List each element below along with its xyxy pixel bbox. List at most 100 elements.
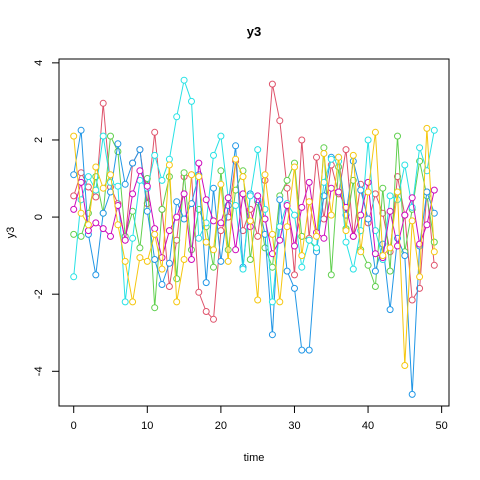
data-point (327, 271, 335, 279)
data-point (276, 298, 284, 306)
data-point (99, 132, 107, 140)
data-point (305, 178, 313, 186)
data-point (371, 250, 379, 258)
data-point (298, 136, 306, 144)
data-point (254, 192, 262, 200)
data-point (298, 263, 306, 271)
data-point (276, 236, 284, 244)
data-point (173, 213, 181, 221)
data-point (261, 171, 269, 179)
x-tick-label: 20 (215, 420, 227, 432)
data-point (202, 196, 210, 204)
data-point (77, 232, 85, 240)
data-point (180, 76, 188, 84)
data-point (188, 97, 195, 105)
data-point (342, 146, 350, 154)
data-point (430, 261, 438, 269)
data-point (107, 132, 114, 140)
data-point (151, 304, 159, 312)
data-point (202, 238, 210, 246)
data-point (114, 221, 122, 229)
data-point (430, 126, 438, 134)
data-point (165, 227, 173, 235)
data-point (394, 188, 401, 196)
data-point (217, 257, 225, 265)
data-point (305, 236, 313, 244)
data-point (401, 211, 409, 219)
x-axis: 0 10 20 30 40 50 (71, 405, 448, 432)
data-point (430, 186, 438, 194)
data-point (386, 267, 394, 275)
data-point (386, 192, 394, 200)
data-point (232, 155, 240, 163)
data-point (320, 150, 328, 157)
x-tick-label: 10 (141, 420, 153, 432)
data-point (107, 171, 114, 179)
data-point (107, 232, 114, 240)
data-point (408, 217, 416, 225)
data-point (401, 362, 409, 369)
x-tick-label: 50 (436, 420, 448, 432)
data-point (232, 202, 240, 209)
data-point (210, 263, 217, 271)
data-point (210, 151, 217, 159)
data-point (246, 217, 254, 225)
data-point (195, 288, 203, 296)
data-point (129, 234, 137, 242)
data-point (335, 188, 343, 196)
data-point (305, 198, 313, 206)
data-point (202, 279, 210, 287)
data-point (379, 184, 387, 192)
data-point (423, 221, 431, 229)
data-point (298, 203, 306, 211)
data-point (364, 215, 372, 223)
data-point (291, 211, 298, 219)
data-point (136, 244, 144, 252)
data-point (430, 209, 438, 217)
data-point (327, 211, 335, 219)
data-point (84, 173, 92, 181)
data-point (202, 308, 210, 315)
data-point (394, 132, 401, 140)
data-point (188, 171, 195, 179)
data-point (158, 281, 166, 288)
data-point (423, 124, 431, 132)
data-point (99, 99, 107, 107)
data-point (268, 298, 276, 306)
data-point (158, 254, 166, 262)
data-point (357, 211, 365, 219)
data-point (114, 140, 122, 148)
data-point (136, 167, 144, 175)
data-point (70, 205, 78, 213)
data-point (246, 256, 254, 263)
x-tick-label: 0 (71, 420, 77, 432)
series-6 (70, 124, 438, 369)
data-point (239, 227, 247, 235)
data-point (165, 173, 173, 181)
data-point (217, 167, 225, 175)
data-point (342, 238, 350, 246)
series-line (73, 78, 435, 302)
data-point (165, 161, 173, 169)
data-point (364, 188, 372, 196)
y-tick-label: 2 (33, 137, 45, 143)
data-point (158, 205, 166, 213)
data-point (313, 232, 320, 240)
data-point (401, 252, 409, 260)
data-point (268, 263, 276, 271)
data-point (77, 126, 85, 134)
data-point (129, 298, 137, 306)
data-point (173, 113, 181, 121)
data-point (261, 244, 269, 252)
data-point (210, 184, 217, 192)
data-point (283, 267, 291, 275)
data-point (217, 180, 225, 188)
data-point (239, 173, 247, 181)
data-point (77, 178, 85, 186)
data-point (70, 273, 78, 281)
data-point (254, 232, 262, 240)
data-point (268, 80, 276, 88)
data-point (92, 193, 100, 201)
data-point (84, 221, 92, 229)
series-line (73, 84, 435, 321)
